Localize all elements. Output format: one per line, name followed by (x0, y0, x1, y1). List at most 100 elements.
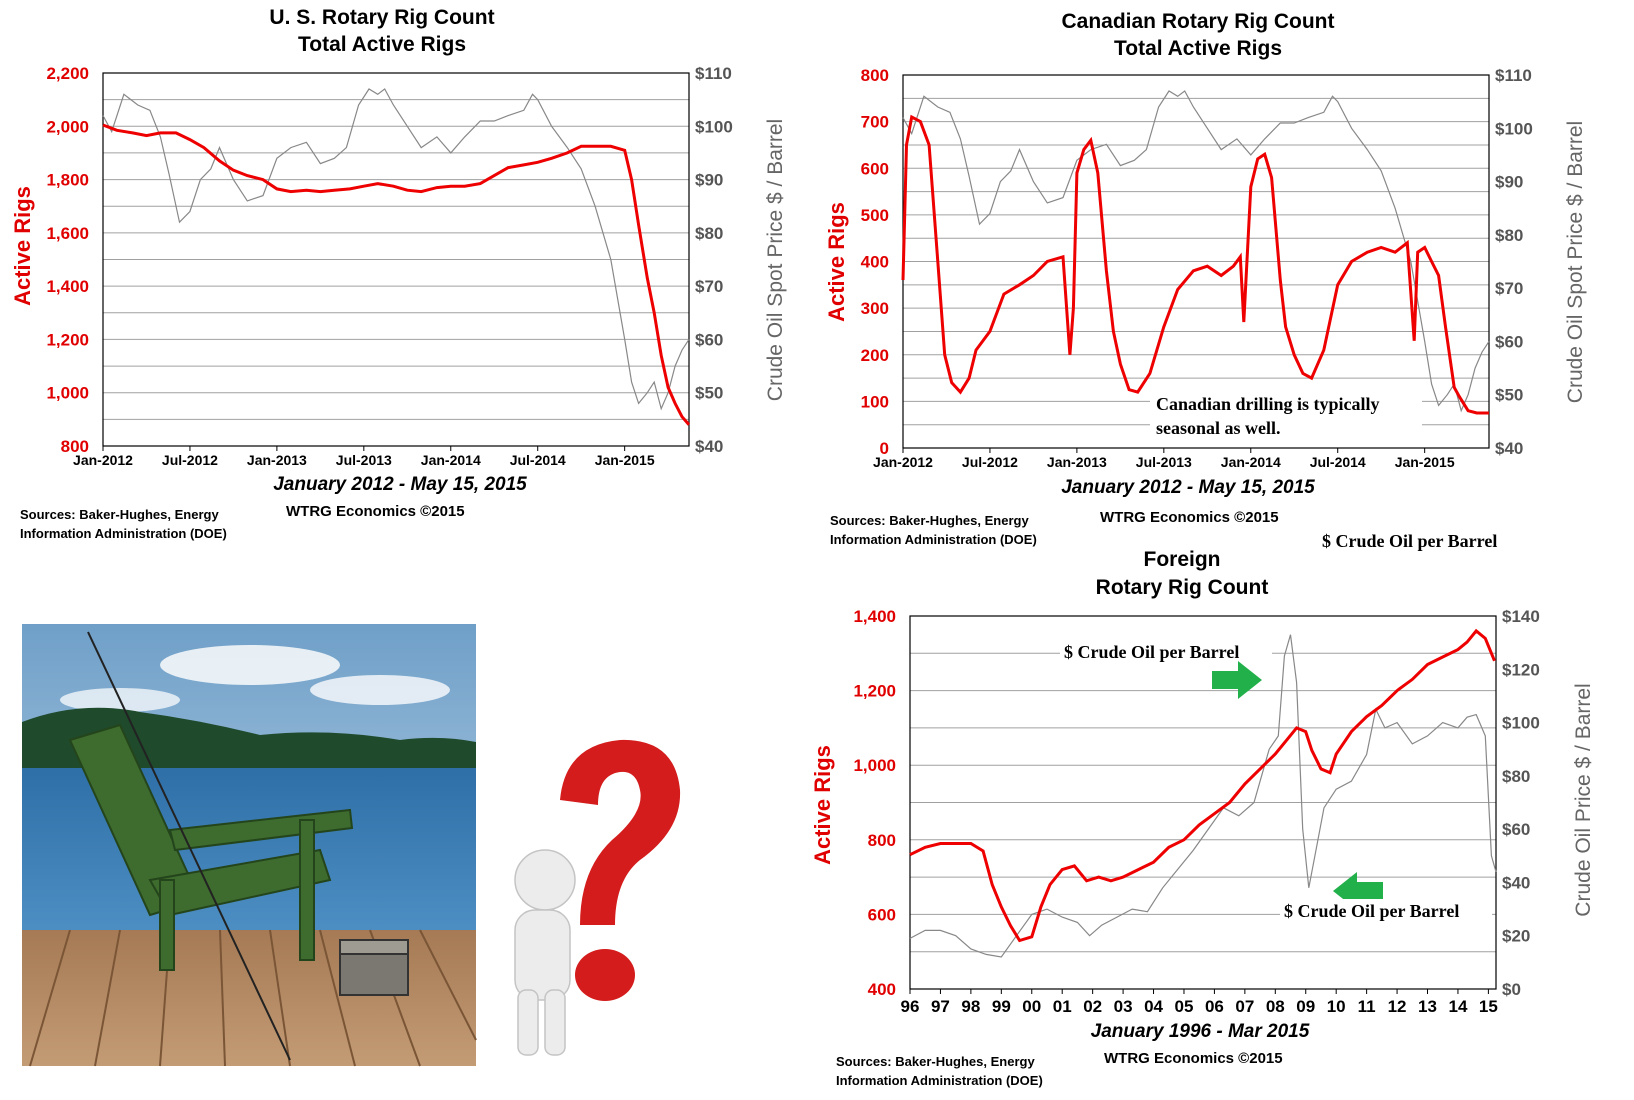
canada-x-ticks: Jan-2012 Jul-2012 Jan-2013 Jul-2013 Jan-2014… (873, 448, 1455, 470)
x-tick-label: Jan-2015 (1395, 454, 1455, 470)
x-tick-label: Jan-2012 (73, 452, 133, 468)
foreign-annotation-top: $ Crude Oil per Barrel (1064, 642, 1239, 662)
y-tick-label: 0 (880, 439, 889, 458)
foreign-source-line2: Information Administration (DOE) (836, 1073, 1043, 1088)
y2-tick-label: $70 (695, 277, 723, 296)
y-tick-label: 1,200 (46, 330, 89, 349)
foreign-y2-axis-label: Crude Oil Price $ / Barrel (1572, 683, 1595, 916)
us-y2-ticks: $40 $50 $60 $70 $80 $90 $100 $110 (695, 64, 733, 456)
x-tick-label: Jul-2014 (1310, 454, 1366, 470)
lake-water (22, 768, 476, 938)
y-tick-label: 1,000 (46, 384, 89, 403)
foreign-y2-ticks: $0 $20 $40 $60 $80 $100 $120 $140 (1502, 607, 1540, 999)
y-tick-label: 1,600 (46, 224, 89, 243)
y-tick-label: 2,200 (46, 64, 89, 83)
canada-y-axis-label: Active Rigs (824, 202, 849, 322)
canada-title-line1: Canadian Rotary Rig Count (1061, 10, 1334, 33)
question-figure-illustration (514, 739, 681, 1056)
us-oil-price-line (102, 88, 690, 411)
x-tick-label: 08 (1266, 997, 1285, 1016)
y-tick-label: 1,200 (853, 682, 896, 701)
us-period: January 2012 - May 15, 2015 (273, 474, 527, 495)
x-tick-label: 09 (1296, 997, 1315, 1016)
canada-chart: Canadian Rotary Rig Count Total Active R… (824, 10, 1587, 547)
lake-chair-illustration (22, 624, 477, 1067)
y-tick-label: 1,400 (853, 607, 896, 626)
y-tick-label: 800 (61, 437, 89, 456)
foreign-rig-count-line (909, 628, 1496, 943)
y2-tick-label: $100 (1502, 714, 1540, 733)
canada-rig-count-line (901, 114, 1489, 415)
y2-tick-label: $80 (1502, 767, 1530, 786)
us-y-axis-label: Active Rigs (10, 186, 35, 306)
foreign-source-line1: Sources: Baker-Hughes, Energy (836, 1054, 1035, 1069)
y2-tick-label: $40 (695, 437, 723, 456)
y-tick-label: 700 (861, 113, 889, 132)
adirondack-chair (68, 723, 354, 971)
y-tick-label: 800 (861, 66, 889, 85)
canada-title-line2: Total Active Rigs (1114, 37, 1282, 60)
y2-tick-label: $50 (695, 384, 723, 403)
foreign-annotation-bottom: $ Crude Oil per Barrel (1284, 901, 1459, 921)
y2-tick-label: $110 (1495, 66, 1532, 85)
fishing-rod (87, 631, 291, 1061)
x-tick-label: 02 (1083, 997, 1102, 1016)
us-y2-axis-label: Crude Oil Spot Price $ / Barrel (764, 119, 787, 401)
foreign-period: January 1996 - Mar 2015 (1091, 1021, 1310, 1042)
foreign-annotation-bottom-box (1280, 899, 1492, 923)
y2-tick-label: $80 (695, 224, 723, 243)
us-rig-count-line (102, 123, 691, 426)
us-grid (103, 99, 689, 420)
us-source-line2: Information Administration (DOE) (20, 526, 227, 541)
x-tick-label: Jan-2014 (1221, 454, 1281, 470)
us-credit: WTRG Economics ©2015 (286, 503, 465, 520)
y-tick-label: 600 (868, 905, 896, 924)
x-tick-label: 99 (992, 997, 1011, 1016)
question-mark-icon (560, 739, 681, 925)
y-tick-label: 2,000 (46, 117, 89, 136)
canada-grid (903, 97, 1489, 426)
y-tick-label: 600 (861, 159, 889, 178)
x-tick-label: 05 (1175, 997, 1194, 1016)
y2-tick-label: $40 (1502, 873, 1530, 892)
foreign-y-axis-label: Active Rigs (810, 745, 835, 865)
x-tick-label: 07 (1235, 997, 1254, 1016)
y2-tick-label: $100 (1495, 119, 1533, 138)
x-tick-label: 98 (961, 997, 980, 1016)
x-tick-label: 15 (1479, 997, 1498, 1016)
y-tick-label: 100 (861, 392, 889, 411)
tree-line (22, 707, 476, 770)
canada-annotation-line2: seasonal as well. (1156, 418, 1281, 438)
us-source-line1: Sources: Baker-Hughes, Energy (20, 507, 219, 522)
x-tick-label: Jan-2012 (873, 454, 933, 470)
canada-source-line2: Information Administration (DOE) (830, 532, 1037, 547)
x-tick-label: Jul-2012 (162, 452, 218, 468)
tackle-box (339, 939, 409, 996)
x-tick-label: Jan-2015 (595, 452, 655, 468)
foreign-title-line2: Rotary Rig Count (1096, 576, 1269, 599)
y2-tick-label: $0 (1502, 980, 1521, 999)
foreign-annotation-top-box (1060, 640, 1272, 664)
x-tick-label: 00 (1022, 997, 1041, 1016)
y2-tick-label: $120 (1502, 660, 1540, 679)
y2-tick-label: $140 (1502, 607, 1540, 626)
foreign-title-line1: Foreign (1144, 548, 1221, 571)
x-tick-label: 97 (931, 997, 950, 1016)
y-tick-label: 500 (861, 206, 889, 225)
thinking-person-icon (514, 849, 576, 1056)
y2-tick-label: $100 (695, 117, 733, 136)
foreign-arrow-right-icon (1212, 661, 1262, 699)
canada-oil-price-line (902, 90, 1490, 413)
us-y-ticks: 800 1,000 1,200 1,400 1,600 1,800 2,000 2,200 (46, 64, 89, 456)
y2-tick-label: $40 (1495, 439, 1523, 458)
foreign-chart: $ Crude Oil per Barrel Foreign Rotary Ri… (810, 531, 1595, 1088)
x-tick-label: Jan-2013 (1047, 454, 1107, 470)
foreign-y-ticks: 400 600 800 1,000 1,200 1,400 (853, 607, 896, 999)
y2-tick-label: $60 (1495, 332, 1523, 351)
y2-tick-label: $70 (1495, 279, 1523, 298)
canada-credit: WTRG Economics ©2015 (1100, 509, 1279, 526)
y-tick-label: 1,400 (46, 277, 89, 296)
x-tick-label: 03 (1114, 997, 1133, 1016)
x-tick-label: Jul-2012 (962, 454, 1018, 470)
canada-y2-axis-label: Crude Oil Spot Price $ / Barrel (1564, 121, 1587, 403)
